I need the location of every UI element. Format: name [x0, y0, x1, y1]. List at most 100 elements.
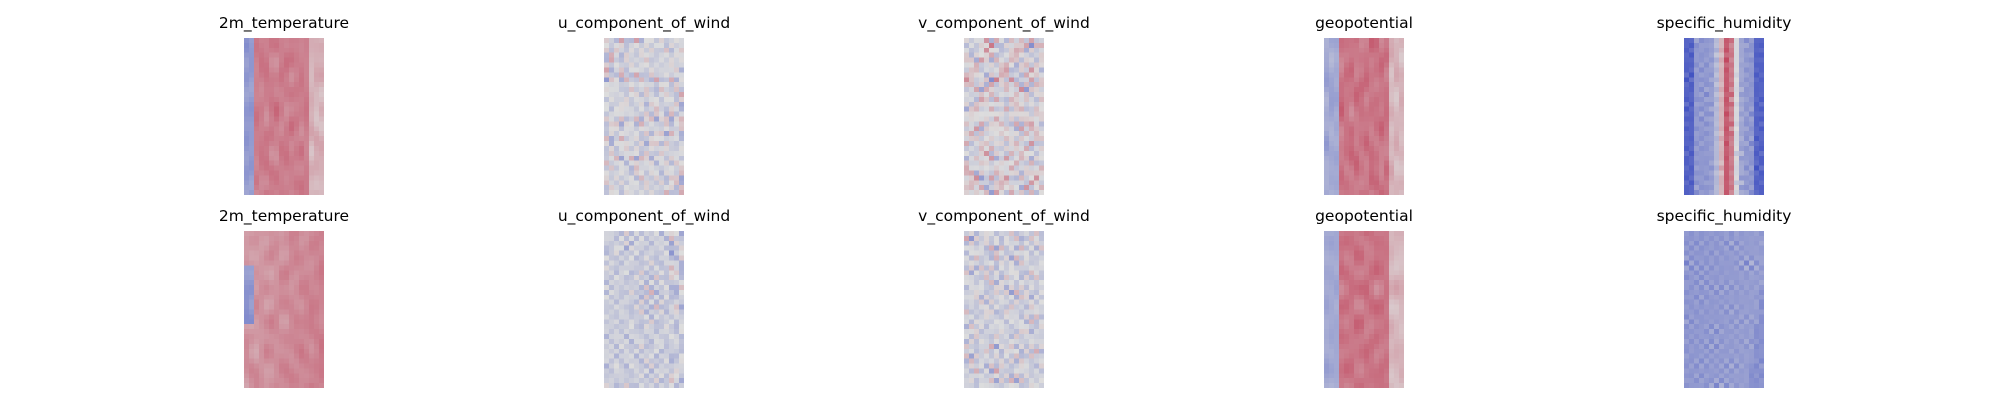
- heatmap-cell: [1364, 67, 1370, 73]
- heatmap-cell: [319, 77, 324, 83]
- heatmap-cell: [1359, 141, 1365, 147]
- heatmap-cell: [314, 363, 320, 369]
- heatmap-cell: [624, 304, 630, 310]
- heatmap-cell: [634, 116, 640, 122]
- heatmap-cell: [999, 47, 1005, 53]
- heatmap-cell: [1699, 175, 1705, 181]
- heatmap-cell: [1349, 121, 1355, 127]
- heatmap-cell: [989, 309, 995, 315]
- heatmap-cell: [269, 52, 275, 58]
- heatmap-cell: [974, 343, 980, 349]
- heatmap-cell: [1334, 141, 1340, 147]
- heatmap-cell: [1759, 116, 1764, 122]
- heatmap-cell: [1684, 175, 1690, 181]
- heatmap-cell: [1004, 353, 1010, 359]
- heatmap-cell: [1379, 343, 1385, 349]
- heatmap-cell: [1744, 319, 1750, 325]
- heatmap-cell: [254, 72, 260, 78]
- heatmap-cell: [274, 275, 280, 281]
- heatmap-cell: [649, 373, 655, 379]
- heatmap-cell: [1694, 131, 1700, 137]
- heatmap-cell: [1019, 363, 1025, 369]
- heatmap-cell: [1034, 38, 1040, 44]
- heatmap-cell: [1009, 141, 1015, 147]
- heatmap-cell: [1039, 190, 1044, 195]
- heatmap-cell: [1399, 116, 1404, 122]
- heatmap-cell: [1359, 106, 1365, 112]
- heatmap-cell: [269, 62, 275, 68]
- heatmap-cell: [319, 338, 324, 344]
- heatmap-cell: [619, 150, 625, 156]
- heatmap-cell: [1399, 368, 1404, 374]
- heatmap-cell: [309, 190, 315, 195]
- heatmap-cell: [1709, 255, 1715, 261]
- heatmap-cell: [1394, 289, 1400, 295]
- heatmap-cell: [244, 141, 250, 147]
- heatmap-cell: [1009, 383, 1015, 388]
- heatmap-cell: [629, 373, 635, 379]
- heatmap-cell: [979, 77, 985, 83]
- heatmap-cell: [319, 294, 324, 300]
- heatmap-cell: [1379, 72, 1385, 78]
- heatmap-cell: [634, 294, 640, 300]
- heatmap-cell: [964, 294, 970, 300]
- heatmap-cell: [264, 111, 270, 117]
- heatmap-cell: [664, 231, 670, 237]
- heatmap-cell: [649, 314, 655, 320]
- heatmap-cell: [1694, 231, 1700, 237]
- heatmap-cell: [1324, 284, 1330, 290]
- heatmap-cell: [294, 309, 300, 315]
- heatmap-cell: [1689, 155, 1695, 161]
- heatmap-cell: [1759, 299, 1764, 305]
- heatmap-cell: [1699, 131, 1705, 137]
- heatmap-cell: [294, 324, 300, 330]
- heatmap-cell: [269, 353, 275, 359]
- heatmap-cell: [669, 121, 675, 127]
- heatmap-cell: [604, 329, 610, 335]
- heatmap-cell: [1754, 165, 1760, 171]
- heatmap-cell: [1034, 348, 1040, 354]
- heatmap-cell: [1339, 368, 1345, 374]
- heatmap-cell: [1399, 319, 1404, 325]
- heatmap-image: [1684, 231, 1764, 388]
- heatmap-cell: [1709, 131, 1715, 137]
- heatmap-cell: [1694, 72, 1700, 78]
- heatmap-cell: [259, 101, 265, 107]
- heatmap-cell: [1014, 255, 1020, 261]
- heatmap-cell: [979, 270, 985, 276]
- heatmap-cell: [1324, 368, 1330, 374]
- heatmap-cell: [1324, 126, 1330, 132]
- heatmap-cell: [614, 309, 620, 315]
- heatmap-cell: [299, 82, 305, 88]
- heatmap-cell: [1694, 141, 1700, 147]
- heatmap-cell: [1734, 235, 1740, 241]
- heatmap-cell: [1014, 343, 1020, 349]
- heatmap-cell: [1024, 338, 1030, 344]
- heatmap-cell: [979, 106, 985, 112]
- heatmap-cell: [1379, 260, 1385, 266]
- heatmap-cell: [294, 289, 300, 295]
- heatmap-cell: [644, 324, 650, 330]
- heatmap-cell: [1364, 47, 1370, 53]
- heatmap-cell: [1704, 329, 1710, 335]
- heatmap-cell: [269, 77, 275, 83]
- heatmap-cell: [1734, 314, 1740, 320]
- heatmap-cell: [964, 126, 970, 132]
- heatmap-cell: [634, 47, 640, 53]
- heatmap-cell: [979, 383, 985, 388]
- heatmap-cell: [254, 96, 260, 102]
- heatmap-cell: [1359, 289, 1365, 295]
- heatmap-cell: [1344, 150, 1350, 156]
- heatmap-cell: [1334, 299, 1340, 305]
- heatmap-cell: [639, 250, 645, 256]
- heatmap-cell: [1354, 240, 1360, 246]
- heatmap-cell: [1714, 165, 1720, 171]
- heatmap-cell: [1374, 373, 1380, 379]
- heatmap-cell: [1384, 231, 1390, 237]
- heatmap-cell: [979, 294, 985, 300]
- heatmap-cell: [319, 260, 324, 266]
- heatmap-cell: [1344, 106, 1350, 112]
- heatmap-cell: [1389, 265, 1395, 271]
- heatmap-cell: [1684, 141, 1690, 147]
- heatmap-cell: [1374, 319, 1380, 325]
